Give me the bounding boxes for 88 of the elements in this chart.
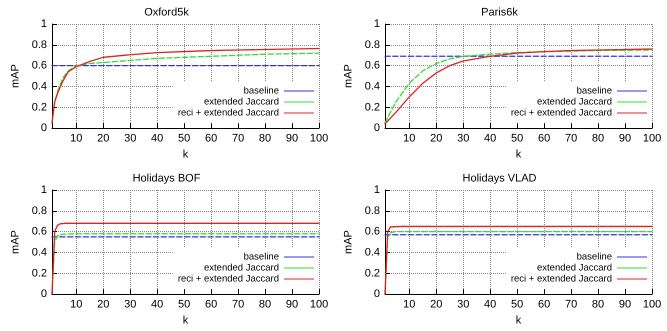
x-tick-label: 90: [618, 298, 632, 310]
y-tick-label: 0.8: [32, 38, 47, 51]
x-tick-label: 50: [511, 298, 524, 310]
y-tick-label: 0.4: [32, 80, 47, 92]
x-tick-label: 40: [151, 298, 164, 310]
x-tick-label: 30: [457, 132, 470, 145]
y-tick-label: 0.2: [364, 101, 380, 114]
y-axis-title: mAP: [342, 230, 354, 254]
legend-label: extended Jaccard: [204, 262, 279, 273]
legend-label: baseline: [244, 251, 279, 262]
x-tick-label: 80: [258, 132, 272, 145]
y-tick-label: 1: [374, 184, 380, 196]
x-tick-label: 80: [592, 132, 604, 145]
x-tick-label: 70: [564, 132, 578, 145]
y-tick-label: 0: [374, 288, 380, 300]
x-tick-label: 50: [511, 132, 524, 145]
y-tick-label: 0.6: [364, 60, 380, 72]
x-tick-label: 10: [403, 298, 416, 310]
legend-label: baseline: [244, 86, 279, 96]
legend-label: baseline: [576, 86, 612, 96]
x-tick-label: 10: [403, 132, 416, 145]
x-tick-label: 60: [204, 132, 218, 145]
x-tick-label: 100: [310, 298, 328, 310]
x-tick-label: 30: [124, 298, 136, 310]
x-tick-label: 70: [232, 298, 244, 310]
x-tick-label: 80: [258, 298, 272, 310]
x-tick-label: 90: [286, 132, 298, 145]
y-tick-label: 0.6: [32, 60, 47, 72]
y-tick-label: 0.6: [364, 225, 380, 238]
x-tick-label: 60: [204, 298, 218, 310]
legend-label: baseline: [576, 251, 612, 262]
x-tick-label: 30: [457, 298, 470, 310]
y-tick-label: 0.6: [32, 225, 47, 238]
legend-label: extended Jaccard: [537, 262, 612, 273]
x-tick-label: 90: [286, 298, 298, 310]
x-axis-title: k: [516, 314, 522, 326]
chart-title: Holidays VLAD: [462, 172, 537, 184]
x-tick-label: 70: [232, 132, 244, 145]
chart-title: Holidays BOF: [132, 172, 201, 184]
x-tick-label: 60: [538, 132, 550, 145]
chart-title: Oxford5k: [144, 6, 190, 18]
y-axis-title: mAP: [9, 230, 22, 254]
x-axis-title: k: [182, 314, 189, 326]
x-tick-label: 100: [310, 132, 328, 145]
legend-label: extended Jaccard: [537, 96, 612, 108]
x-tick-label: 30: [124, 132, 136, 145]
y-tick-label: 0.2: [364, 266, 380, 279]
y-tick-label: 0: [40, 288, 47, 300]
y-tick-label: 0: [40, 122, 47, 134]
y-tick-label: 0: [374, 122, 380, 134]
y-tick-label: 1: [40, 184, 47, 196]
y-tick-label: 0.4: [32, 246, 47, 258]
y-tick-label: 1: [374, 18, 380, 30]
y-tick-label: 0.8: [32, 204, 47, 216]
x-tick-label: 70: [564, 298, 578, 310]
y-tick-label: 1: [40, 18, 47, 30]
legend-label: extended Jaccard: [204, 96, 279, 108]
y-tick-label: 0.8: [364, 38, 380, 51]
x-tick-label: 50: [178, 132, 190, 145]
x-tick-label: 40: [484, 298, 496, 310]
legend-label: reci + extended Jaccard: [178, 108, 279, 118]
x-tick-label: 80: [592, 298, 604, 310]
x-tick-label: 20: [430, 132, 442, 145]
y-tick-label: 0.4: [364, 80, 380, 92]
y-tick-label: 0.4: [364, 246, 380, 258]
x-tick-label: 100: [642, 298, 662, 310]
x-axis-title: k: [516, 148, 522, 160]
x-tick-label: 10: [70, 132, 82, 145]
x-tick-label: 10: [70, 298, 82, 310]
x-tick-label: 20: [97, 298, 110, 310]
chart-title: Paris6k: [481, 6, 518, 18]
x-tick-label: 40: [484, 132, 496, 145]
x-tick-label: 100: [642, 132, 662, 145]
y-axis-title: mAP: [9, 64, 22, 88]
y-tick-label: 0.2: [32, 266, 47, 279]
x-tick-label: 90: [618, 132, 632, 145]
x-axis-title: k: [182, 148, 189, 160]
y-tick-label: 0.2: [32, 101, 47, 114]
x-tick-label: 20: [430, 298, 442, 310]
y-tick-label: 0.8: [364, 204, 380, 216]
legend-label: reci + extended Jaccard: [510, 273, 612, 284]
legend-label: reci + extended Jaccard: [510, 108, 612, 118]
y-axis-title: mAP: [342, 64, 354, 88]
x-tick-label: 20: [97, 132, 110, 145]
legend-label: reci + extended Jaccard: [178, 273, 279, 284]
x-tick-label: 60: [538, 298, 550, 310]
x-tick-label: 40: [151, 132, 164, 145]
x-tick-label: 50: [178, 298, 190, 310]
